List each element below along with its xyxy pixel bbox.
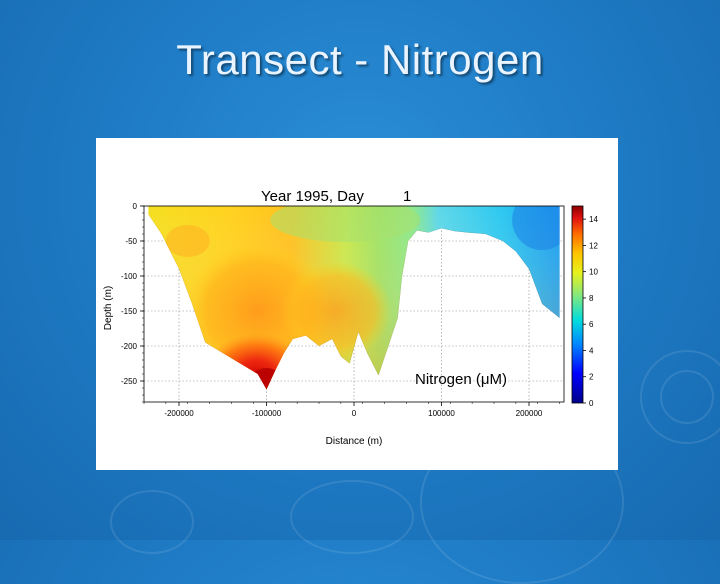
y-axis-label: Depth (m) <box>103 286 114 330</box>
nitrogen-transect-chart: -200000 -100000 0 100000 200000 0 -50 -100 -150 -… <box>103 188 598 447</box>
colorbar-tick-label: 8 <box>589 294 594 303</box>
y-tick-label: -250 <box>121 377 138 386</box>
field-left-patch <box>165 225 210 257</box>
colorbar-tick-label: 0 <box>589 399 594 408</box>
y-tick-label: 0 <box>133 202 138 211</box>
ripple-decoration <box>110 490 194 554</box>
x-tick-label: 100000 <box>428 409 455 418</box>
colorbar: 0 2 4 6 8 10 12 14 <box>571 205 598 408</box>
y-tick-label: -100 <box>121 272 138 281</box>
field-east-blue <box>512 206 560 250</box>
ripple-decoration <box>290 480 414 554</box>
colorbar-tick-label: 10 <box>589 268 598 277</box>
colorbar-scale <box>571 205 584 404</box>
colorbar-tick-label: 6 <box>589 320 594 329</box>
field-orange-body-east <box>281 261 392 361</box>
ripple-decoration <box>660 370 714 424</box>
slide-title: Transect - Nitrogen <box>176 36 544 83</box>
chart-axes: -200000 -100000 0 100000 200000 0 -50 -100 -150 -… <box>121 202 565 418</box>
colorbar-tick-label: 2 <box>589 373 594 382</box>
x-tick-label: -200000 <box>164 409 194 418</box>
x-tick-label: -100000 <box>252 409 282 418</box>
chart-day-value: 1 <box>403 188 411 205</box>
colorbar-tick-label: 4 <box>589 346 594 355</box>
y-tick-label: -200 <box>121 342 138 351</box>
field-surface-band <box>270 206 421 242</box>
chart-panel: -200000 -100000 0 100000 200000 0 -50 -100 -150 -… <box>96 138 618 470</box>
x-tick-label: 200000 <box>516 409 543 418</box>
y-tick-label: -50 <box>125 237 137 246</box>
colorbar-tick-label: 14 <box>589 215 598 224</box>
x-tick-label: 0 <box>352 409 357 418</box>
chart-annotation: Nitrogen (μM) <box>415 371 507 388</box>
colorbar-tick-label: 12 <box>589 241 598 250</box>
x-axis-label: Distance (m) <box>326 436 383 447</box>
chart-title: Year 1995, Day <box>261 188 364 205</box>
ripple-decoration <box>640 350 720 444</box>
y-tick-label: -150 <box>121 307 138 316</box>
nitrogen-field <box>148 206 560 390</box>
